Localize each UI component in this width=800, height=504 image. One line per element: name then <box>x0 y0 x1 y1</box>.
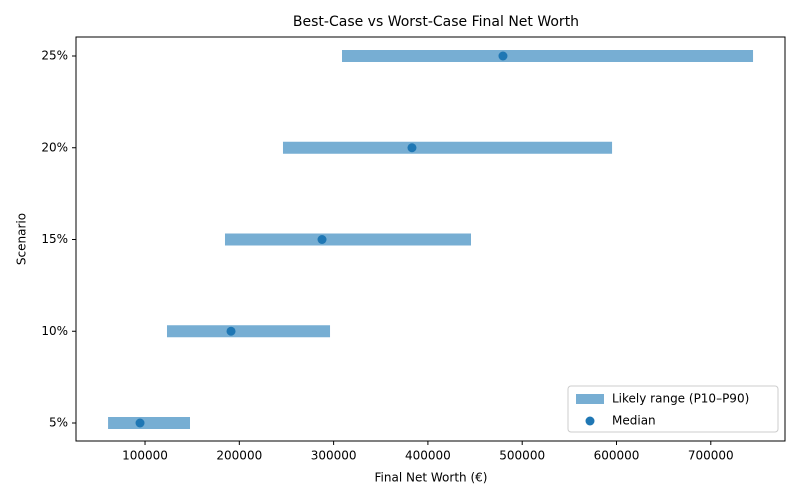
legend-label: Median <box>612 414 656 428</box>
range-bar <box>166 325 331 338</box>
x-tick-label: 700000 <box>688 449 734 463</box>
median-dot <box>498 51 508 61</box>
y-tick-label: 10% <box>41 324 68 338</box>
chart-title: Best-Case vs Worst-Case Final Net Worth <box>293 14 579 30</box>
median-dot <box>407 143 417 153</box>
x-tick-label: 400000 <box>405 449 451 463</box>
legend-label: Likely range (P10–P90) <box>612 392 749 406</box>
x-tick-label: 300000 <box>311 449 357 463</box>
axes-frame <box>75 36 786 442</box>
legend-marker <box>585 416 595 426</box>
median-dot <box>226 326 236 336</box>
range-bar <box>342 50 754 62</box>
x-tick-label: 500000 <box>499 449 545 463</box>
x-tick-label: 100000 <box>122 449 168 463</box>
range-bar <box>224 233 471 246</box>
legend-box <box>567 385 779 433</box>
y-axis-label: Scenario <box>15 213 29 265</box>
median-dot <box>317 235 327 244</box>
y-tick-label: 5% <box>49 416 68 430</box>
median-dot <box>135 418 145 428</box>
range-bar <box>108 417 191 429</box>
x-tick-label: 200000 <box>216 449 262 463</box>
x-axis-label: Final Net Worth (€) <box>375 471 488 485</box>
y-tick-label: 25% <box>41 49 68 63</box>
x-tick-label: 600000 <box>594 449 640 463</box>
y-tick-label: 20% <box>41 140 68 154</box>
legend-swatch <box>576 394 604 404</box>
y-tick-label: 15% <box>41 232 68 246</box>
range-bar <box>282 141 613 154</box>
